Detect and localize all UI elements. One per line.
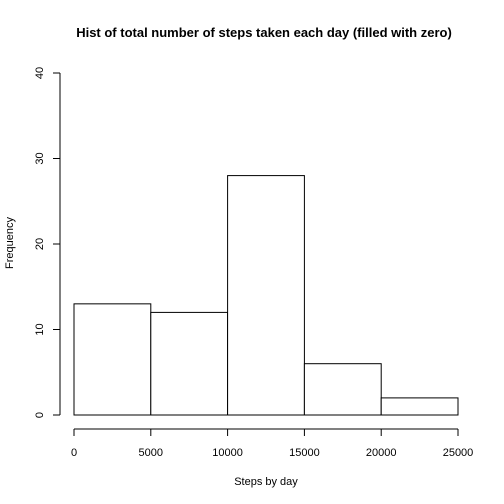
x-axis-label: Steps by day <box>234 476 298 488</box>
y-tick-label: 40 <box>34 67 46 79</box>
y-tick-label: 0 <box>34 412 46 418</box>
histogram-bar-2 <box>227 175 305 416</box>
histogram-bar-1 <box>150 311 229 416</box>
x-tick-label: 5000 <box>139 447 163 459</box>
x-tick-label: 0 <box>71 447 77 459</box>
y-tick-label: 20 <box>34 238 46 250</box>
chart-title: Hist of total number of steps taken each… <box>76 25 452 40</box>
x-axis: 0 5000 10000 15000 20000 25000 <box>71 428 474 459</box>
histogram-bar-3 <box>303 363 382 416</box>
y-tick-label: 30 <box>34 152 46 164</box>
x-tick-label: 10000 <box>212 447 243 459</box>
y-tick-label: 10 <box>34 323 46 335</box>
y-axis: 0 10 20 30 40 <box>34 67 61 418</box>
histogram-bar-0 <box>73 303 152 416</box>
histogram-bar-4 <box>380 397 459 416</box>
x-tick-label: 20000 <box>366 447 397 459</box>
y-axis-label: Frequency <box>4 217 16 269</box>
bars-group <box>73 175 459 416</box>
x-tick-label: 25000 <box>443 447 474 459</box>
x-tick-label: 15000 <box>289 447 320 459</box>
